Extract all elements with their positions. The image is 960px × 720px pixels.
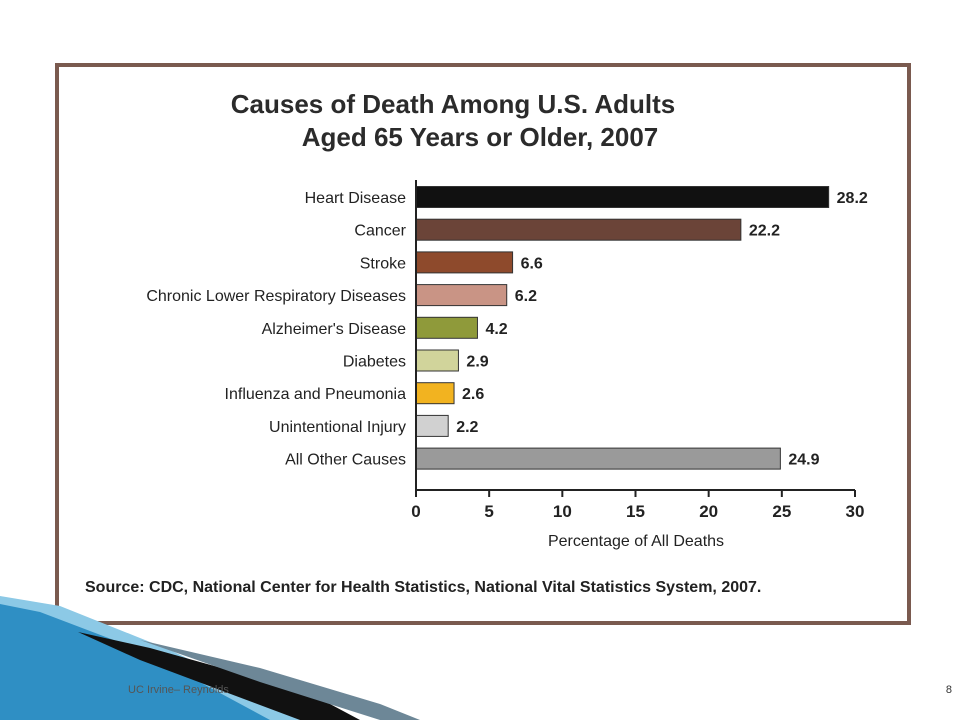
category-label: Alzheimer's Disease — [262, 321, 407, 338]
bar-2 — [415, 251, 514, 274]
x-axis-ticks: 0 5 10 15 20 25 30 — [411, 490, 864, 521]
value-label: 4.2 — [485, 321, 507, 338]
category-label: All Other Causes — [285, 452, 406, 469]
category-label: Stroke — [360, 255, 406, 272]
category-label: Influenza and Pneumonia — [225, 386, 407, 403]
value-label: 6.6 — [521, 255, 543, 272]
bar-3 — [415, 284, 508, 307]
footer-page-number: 8 — [945, 684, 952, 696]
value-label: 2.2 — [456, 419, 478, 436]
bars-group — [415, 186, 830, 470]
footer-org-text: UC Irvine– Reynolds — [128, 684, 229, 696]
x-tick-label: 20 — [699, 502, 718, 521]
x-tick-label: 30 — [846, 502, 865, 521]
category-labels: Heart Disease Cancer Stroke Chronic Lower R… — [146, 190, 406, 469]
category-label: Unintentional Injury — [269, 419, 406, 436]
x-tick-label: 0 — [411, 502, 420, 521]
deco-dark-swoosh — [78, 632, 360, 720]
value-label: 24.9 — [788, 452, 819, 469]
bar-0 — [415, 186, 830, 208]
bar-8 — [415, 447, 781, 470]
x-tick-label: 15 — [626, 502, 645, 521]
value-label: 6.2 — [515, 288, 537, 305]
chart-title-line-2: Aged 65 Years or Older, 2007 — [302, 122, 659, 152]
category-label: Heart Disease — [305, 190, 406, 207]
bar-7 — [415, 414, 449, 437]
value-labels: 28.2 22.2 6.6 6.2 4.2 2.9 2.6 2.2 24.9 — [456, 190, 868, 469]
bar-1 — [415, 218, 742, 241]
deco-gray-swoosh — [140, 640, 420, 720]
bar-5 — [415, 349, 459, 372]
chart-source: Source: CDC, National Center for Health … — [85, 579, 761, 596]
category-label: Chronic Lower Respiratory Diseases — [146, 288, 406, 305]
chart-frame — [55, 63, 911, 625]
bar-6 — [415, 382, 455, 405]
category-label: Cancer — [354, 223, 406, 240]
value-label: 22.2 — [749, 223, 780, 240]
x-axis-title: Percentage of All Deaths — [548, 533, 724, 550]
bar-4 — [415, 316, 478, 339]
chart-title-line-1: Causes of Death Among U.S. Adults — [231, 89, 675, 119]
slide-decoration — [0, 596, 420, 720]
x-tick-label: 25 — [772, 502, 791, 521]
category-label: Diabetes — [343, 354, 406, 371]
value-label: 2.9 — [466, 354, 488, 371]
x-tick-label: 5 — [484, 502, 493, 521]
value-label: 28.2 — [837, 190, 868, 207]
value-label: 2.6 — [462, 386, 484, 403]
x-tick-label: 10 — [553, 502, 572, 521]
